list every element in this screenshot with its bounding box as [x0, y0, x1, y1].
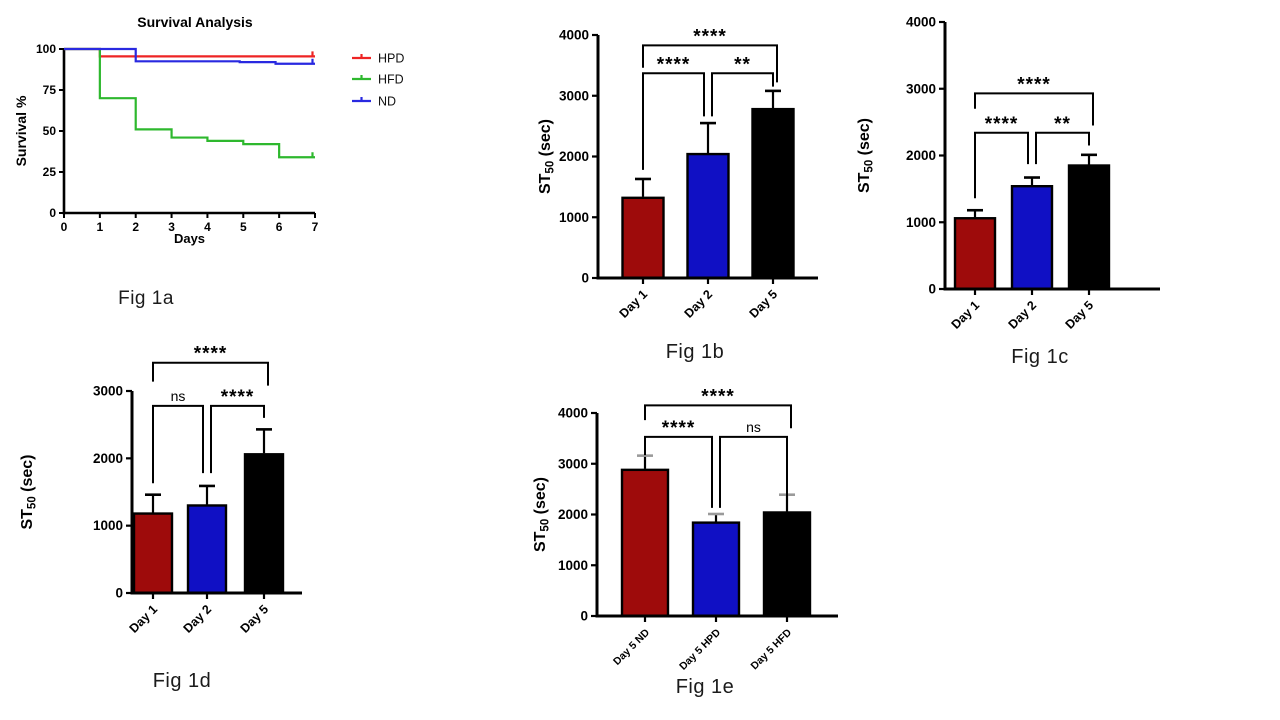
- svg-text:Day 5 HPD: Day 5 HPD: [677, 626, 723, 672]
- caption-fig1d: Fig 1d: [152, 670, 212, 692]
- svg-text:Day 5 HFD: Day 5 HFD: [749, 626, 795, 672]
- svg-text:****: ****: [221, 387, 255, 408]
- svg-text:1000: 1000: [93, 518, 123, 533]
- svg-text:0: 0: [49, 206, 56, 220]
- svg-text:Day 1: Day 1: [127, 602, 161, 636]
- svg-text:ST50 (sec): ST50 (sec): [19, 454, 39, 529]
- svg-text:HPD: HPD: [378, 52, 404, 66]
- svg-text:Day 5 ND: Day 5 ND: [611, 626, 652, 667]
- svg-text:ND: ND: [378, 95, 396, 109]
- svg-text:****: ****: [701, 386, 735, 407]
- svg-text:ns: ns: [171, 388, 186, 404]
- svg-text:2000: 2000: [906, 148, 936, 163]
- svg-text:4000: 4000: [558, 406, 588, 421]
- svg-text:2000: 2000: [558, 507, 588, 522]
- svg-text:0: 0: [61, 220, 68, 234]
- caption-fig1e: Fig 1e: [675, 676, 735, 698]
- svg-text:4000: 4000: [906, 15, 936, 30]
- st50-bar-chart-fig1c: 0 1000 2000 3000 4000 Day 1 Day 2 Day 5 ST50 (se…: [856, 15, 1160, 332]
- svg-text:****: ****: [194, 344, 228, 365]
- svg-text:3000: 3000: [559, 88, 589, 103]
- svg-text:Survival Analysis: Survival Analysis: [137, 14, 253, 30]
- svg-text:Day 2: Day 2: [1006, 298, 1040, 332]
- svg-text:3: 3: [168, 220, 175, 234]
- svg-text:Survival %: Survival %: [13, 95, 29, 166]
- svg-text:7: 7: [312, 220, 319, 234]
- svg-text:3000: 3000: [558, 456, 588, 471]
- caption-fig1b: Fig 1b: [665, 341, 725, 363]
- svg-text:HFD: HFD: [378, 73, 404, 87]
- svg-text:1: 1: [97, 220, 104, 234]
- svg-text:Day 2: Day 2: [682, 287, 716, 321]
- survival-analysis-chart: Survival Analysis 0 25 50 75 100 0 1 2 3 4 5 6 7 Days S…: [13, 14, 404, 246]
- svg-text:0: 0: [581, 271, 589, 286]
- svg-text:50: 50: [43, 124, 57, 138]
- svg-text:2000: 2000: [559, 149, 589, 164]
- svg-text:75: 75: [43, 83, 57, 97]
- svg-text:ST50 (sec): ST50 (sec): [537, 119, 557, 194]
- svg-text:ST50 (sec): ST50 (sec): [856, 118, 876, 193]
- svg-text:Days: Days: [174, 231, 205, 246]
- svg-text:6: 6: [276, 220, 283, 234]
- caption-fig1c: Fig 1c: [1011, 346, 1069, 368]
- svg-text:4000: 4000: [559, 28, 589, 43]
- svg-text:****: ****: [657, 54, 691, 75]
- svg-text:1000: 1000: [559, 210, 589, 225]
- st50-bar-chart-fig1d: 0 1000 2000 3000 Day 1 Day 2 Day 5 ST50 (sec) ns…: [19, 344, 302, 636]
- svg-text:25: 25: [43, 165, 57, 179]
- svg-text:ns: ns: [746, 419, 761, 435]
- caption-fig1a: Fig 1a: [118, 288, 174, 309]
- svg-text:5: 5: [240, 220, 247, 234]
- svg-text:Day 2: Day 2: [181, 602, 215, 636]
- svg-text:0: 0: [580, 609, 588, 624]
- svg-text:4: 4: [204, 220, 211, 234]
- svg-text:ST50 (sec): ST50 (sec): [532, 477, 552, 552]
- svg-text:1000: 1000: [558, 558, 588, 573]
- svg-text:****: ****: [662, 418, 696, 439]
- svg-text:Day 5: Day 5: [1063, 298, 1097, 332]
- svg-text:3000: 3000: [906, 81, 936, 96]
- svg-text:****: ****: [985, 114, 1019, 135]
- svg-text:****: ****: [693, 26, 727, 47]
- svg-text:2: 2: [132, 220, 139, 234]
- svg-text:100: 100: [36, 42, 56, 56]
- svg-text:Day 5: Day 5: [747, 287, 781, 321]
- svg-text:1000: 1000: [906, 215, 936, 230]
- svg-text:Day 5: Day 5: [238, 602, 272, 636]
- svg-text:****: ****: [1017, 74, 1051, 95]
- svg-text:Day 1: Day 1: [949, 298, 983, 332]
- st50-bar-chart-fig1e: 0 1000 2000 3000 4000 Day 5 ND Day 5 HPD Day 5 …: [532, 386, 838, 673]
- svg-text:0: 0: [928, 282, 936, 297]
- svg-text:**: **: [1054, 114, 1071, 135]
- svg-text:2000: 2000: [93, 451, 123, 466]
- svg-text:**: **: [734, 54, 751, 75]
- st50-bar-chart-fig1b: 0 1000 2000 3000 4000 Day 1 Day 2 Day 5 ST50 (se…: [537, 26, 818, 321]
- svg-text:3000: 3000: [93, 384, 123, 399]
- svg-text:Day 1: Day 1: [617, 287, 651, 321]
- svg-text:0: 0: [115, 586, 123, 601]
